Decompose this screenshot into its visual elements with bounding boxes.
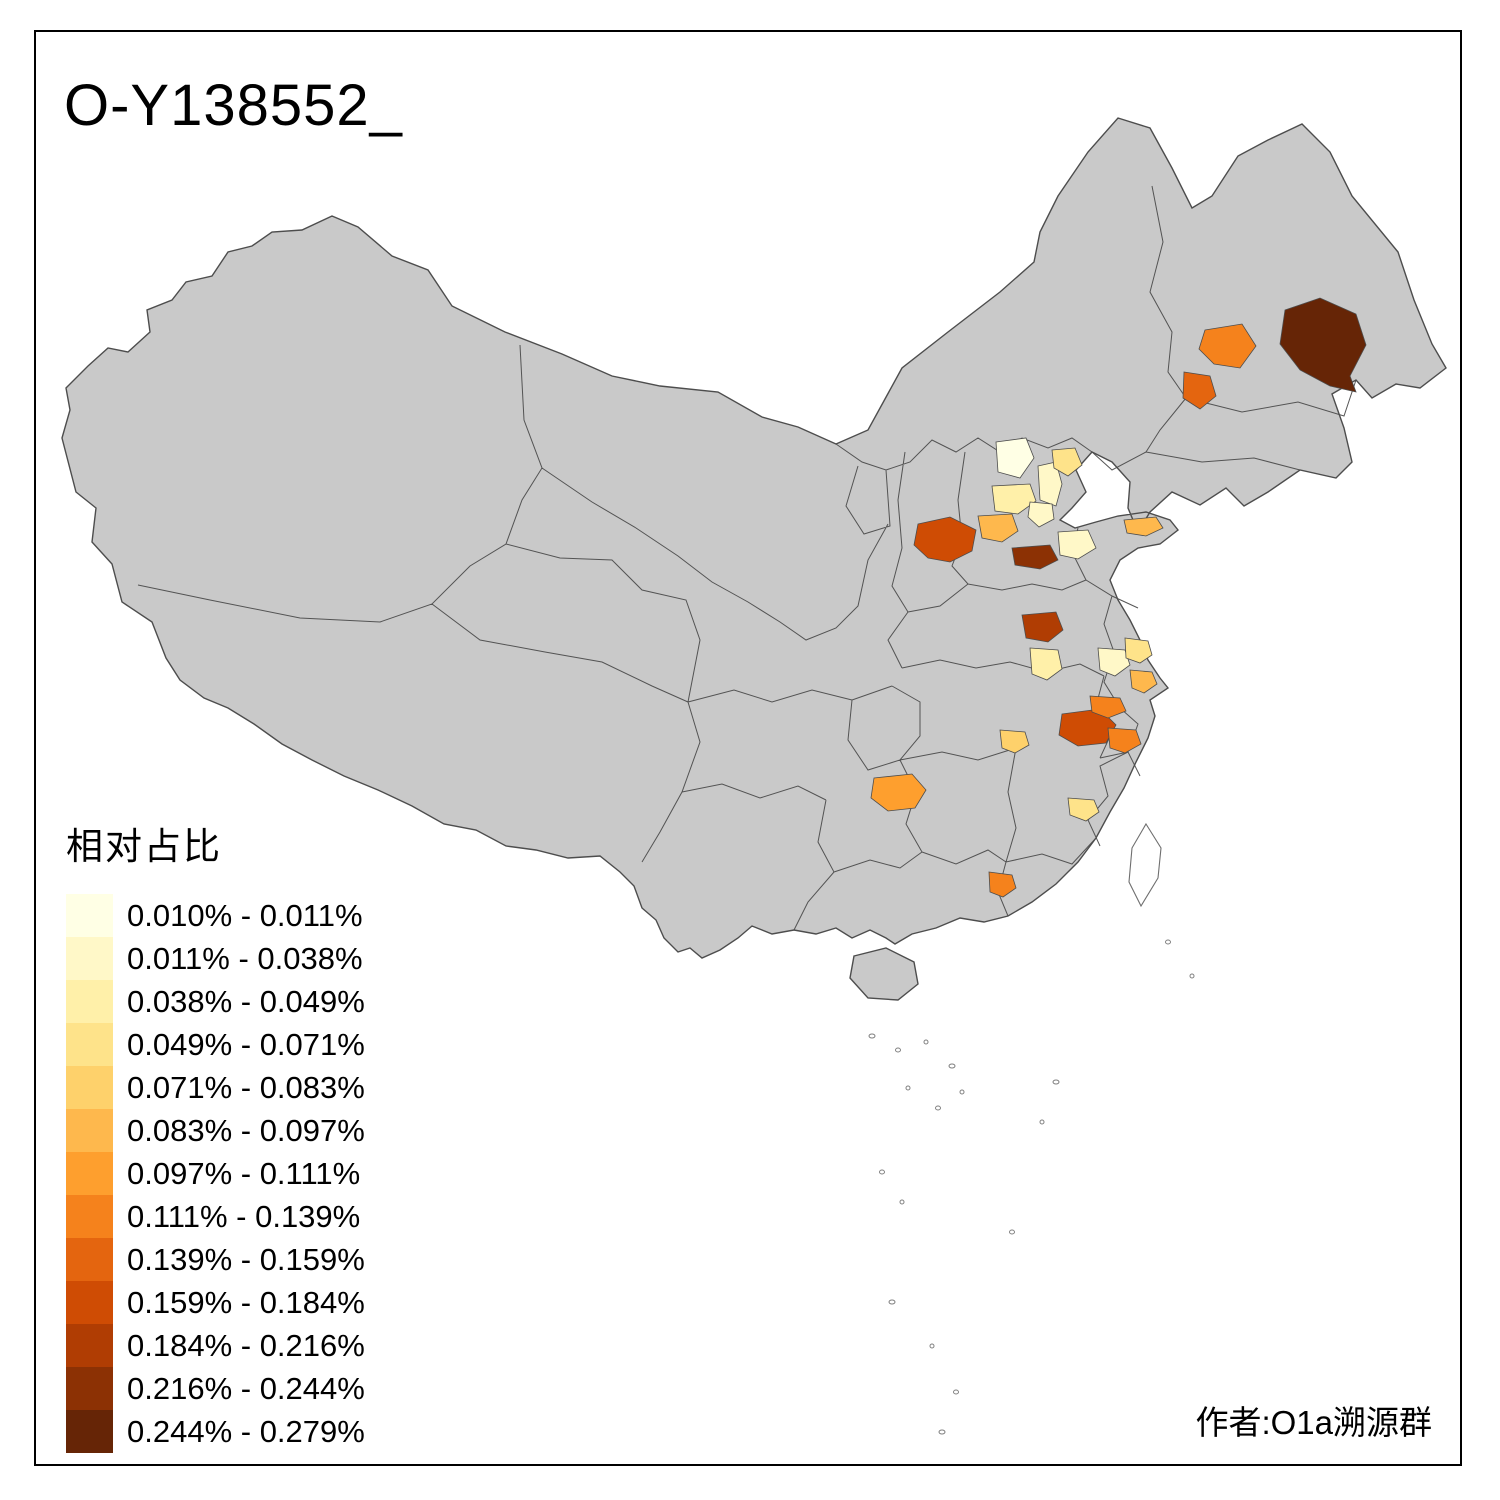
map-region-r3 [1182, 371, 1217, 410]
map-region-r13 [1123, 516, 1164, 537]
map-region-r10 [977, 513, 1019, 543]
map-region-r11 [1011, 544, 1059, 570]
legend-label: 0.159% - 0.184% [127, 1284, 365, 1320]
legend-swatch [66, 1023, 113, 1066]
map-region-r16 [1097, 647, 1131, 677]
legend-label: 0.083% - 0.097% [127, 1112, 365, 1148]
map-region-r5 [1037, 461, 1063, 507]
legend-swatch [66, 980, 113, 1023]
map-region-r20 [1089, 695, 1127, 719]
legend-item: 0.184% - 0.216% [66, 1324, 365, 1367]
legend-swatch [66, 1195, 113, 1238]
map-region-r2 [1198, 323, 1257, 369]
map-region-r21 [1107, 727, 1142, 754]
map-region-r22 [999, 729, 1030, 754]
map-region-r23 [870, 773, 927, 812]
legend-item: 0.071% - 0.083% [66, 1066, 365, 1109]
legend-item: 0.010% - 0.011% [66, 894, 365, 937]
legend-item: 0.083% - 0.097% [66, 1109, 365, 1152]
legend-swatch [66, 1324, 113, 1367]
hainan-island [849, 947, 919, 1001]
map-region-r9 [913, 516, 977, 563]
south-china-sea-islands [868, 939, 1195, 1435]
legend-item: 0.038% - 0.049% [66, 980, 365, 1023]
map-region-r7 [991, 483, 1037, 515]
taiwan-island [1128, 822, 1162, 908]
map-region-r8 [1027, 501, 1055, 528]
legend-label: 0.071% - 0.083% [127, 1069, 365, 1105]
legend-swatch [66, 1238, 113, 1281]
legend-item: 0.097% - 0.111% [66, 1152, 365, 1195]
legend-item: 0.139% - 0.159% [66, 1238, 365, 1281]
legend-item: 0.159% - 0.184% [66, 1281, 365, 1324]
map-region-r14 [1021, 611, 1064, 643]
map-region-r24 [1067, 797, 1100, 822]
legend-label: 0.139% - 0.159% [127, 1241, 365, 1277]
legend-label: 0.216% - 0.244% [127, 1370, 365, 1406]
legend-swatch [66, 1066, 113, 1109]
legend-swatch [66, 1152, 113, 1195]
legend-swatch [66, 1281, 113, 1324]
legend-swatch [66, 894, 113, 937]
legend-label: 0.184% - 0.216% [127, 1327, 365, 1363]
legend-label: 0.038% - 0.049% [127, 983, 365, 1019]
legend: 相对占比 0.010% - 0.011% 0.011% - 0.038% 0.038… [66, 816, 365, 1453]
map-region-r18 [1129, 669, 1158, 694]
map-region-r25 [988, 871, 1017, 898]
china-mainland [61, 117, 1447, 959]
map-region-r1 [1279, 297, 1367, 393]
plot-frame [34, 30, 1462, 1466]
page-title: O-Y138552_ [64, 73, 403, 138]
legend-item: 0.244% - 0.279% [66, 1410, 365, 1453]
legend-swatch [66, 1109, 113, 1152]
legend-item: 0.111% - 0.139% [66, 1195, 365, 1238]
map-region-r6 [1051, 447, 1083, 477]
map-region-r4 [995, 437, 1035, 479]
legend-label: 0.111% - 0.139% [127, 1198, 361, 1234]
legend-item: 0.049% - 0.071% [66, 1023, 365, 1066]
legend-swatch [66, 937, 113, 980]
legend-items: 0.010% - 0.011% 0.011% - 0.038% 0.038% - 0… [66, 894, 365, 1453]
legend-label: 0.011% - 0.038% [127, 940, 363, 976]
map-region-r17 [1124, 637, 1153, 664]
legend-label: 0.097% - 0.111% [127, 1155, 361, 1191]
legend-item: 0.011% - 0.038% [66, 937, 365, 980]
legend-item: 0.216% - 0.244% [66, 1367, 365, 1410]
legend-label: 0.244% - 0.279% [127, 1413, 365, 1449]
legend-swatch [66, 1410, 113, 1453]
legend-label: 0.049% - 0.071% [127, 1026, 365, 1062]
author-caption: 作者:O1a溯源群 [1195, 1404, 1432, 1441]
legend-title: 相对占比 [66, 826, 222, 867]
map-region-r15 [1029, 647, 1063, 681]
legend-label: 0.010% - 0.011% [127, 897, 363, 933]
legend-swatch [66, 1367, 113, 1410]
map-region-r12 [1057, 529, 1097, 560]
